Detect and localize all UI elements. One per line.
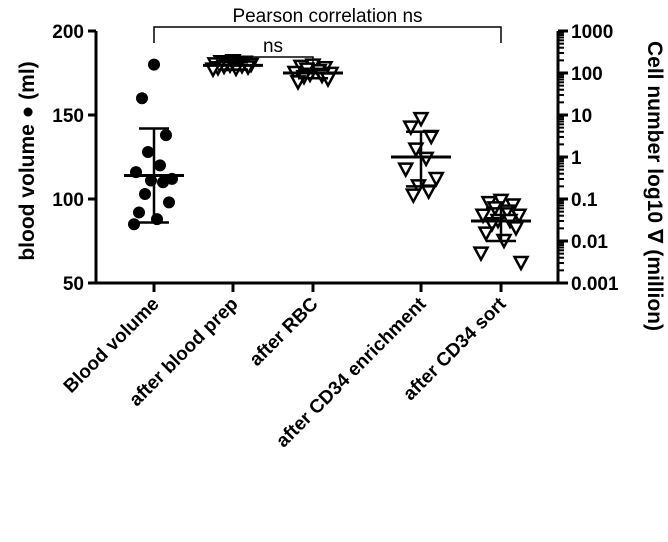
data-point <box>142 145 154 158</box>
right-axis-title: Cell number log10 ∇ (million) <box>643 41 666 331</box>
annotations: Pearson correlation ns ns <box>153 6 502 65</box>
data-marks <box>124 54 531 272</box>
left-tick-label: 150 <box>52 106 84 127</box>
significance-bracket <box>232 56 314 65</box>
data-point <box>139 187 151 200</box>
left-tick-label: 100 <box>52 190 84 211</box>
category-label: after RBC <box>246 293 323 370</box>
right-tick-label: 0.1 <box>571 190 598 211</box>
data-point <box>136 92 148 105</box>
data-point <box>128 218 140 231</box>
right-tick-label: 100 <box>571 64 603 85</box>
data-point <box>404 188 422 205</box>
tick-marks <box>88 29 568 292</box>
data-point <box>472 246 490 263</box>
data-point <box>163 196 175 209</box>
data-point <box>512 255 530 272</box>
right-tick-label: 0.001 <box>571 274 619 295</box>
data-point <box>474 208 492 225</box>
significance-label: ns <box>263 36 283 57</box>
data-point <box>492 193 510 210</box>
right-tick-label: 1 <box>571 148 582 169</box>
left-tick-label: 50 <box>63 274 84 295</box>
significance-bracket <box>153 26 502 43</box>
data-point <box>477 226 495 243</box>
data-point <box>133 206 145 219</box>
right-tick-label: 10 <box>571 106 592 127</box>
data-point <box>148 58 160 71</box>
right-tick-label: 1000 <box>571 22 613 43</box>
significance-label: Pearson correlation ns <box>232 6 422 27</box>
data-point <box>160 129 172 142</box>
data-point <box>402 120 420 137</box>
data-point <box>397 162 415 179</box>
data-point <box>157 176 169 189</box>
data-point <box>154 159 166 172</box>
data-point <box>412 111 430 128</box>
data-point <box>319 72 337 89</box>
left-axis-title: blood volume ● (ml) <box>16 61 39 260</box>
data-point <box>427 171 445 188</box>
right-tick-label: 0.01 <box>571 232 608 253</box>
data-point <box>507 221 525 237</box>
data-point <box>407 142 425 159</box>
left-tick-label: 200 <box>52 22 84 43</box>
